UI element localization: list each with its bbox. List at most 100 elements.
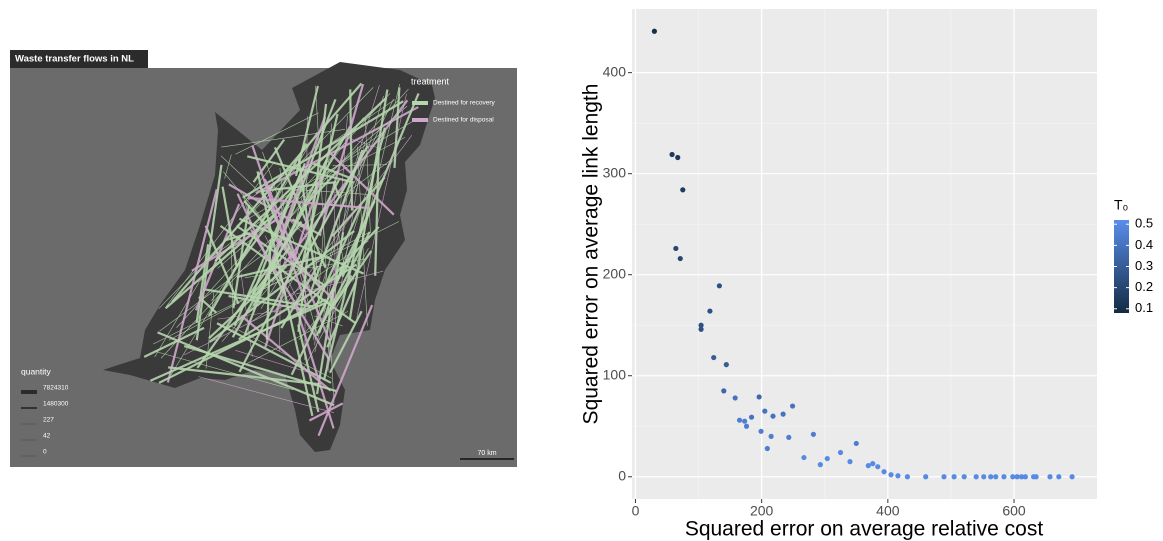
point: [675, 154, 681, 161]
flow-line: [195, 164, 223, 341]
point: [1056, 474, 1062, 480]
legend-label: Destined for recovery: [433, 100, 496, 107]
colorbar-label: 0.1: [1135, 300, 1153, 315]
point: [789, 403, 796, 409]
point: [923, 474, 929, 480]
flow-line: [159, 159, 391, 332]
flow-line: [348, 89, 389, 321]
point: [1019, 474, 1025, 480]
point: [736, 417, 743, 423]
flow-line: [184, 279, 337, 356]
flow-line: [249, 166, 305, 301]
point: [1033, 474, 1039, 480]
flow-line: [273, 146, 327, 269]
point: [680, 187, 686, 193]
colorbar-label: 0.4: [1135, 237, 1153, 252]
plot-panel: [632, 9, 1097, 499]
point: [993, 474, 999, 480]
flow-line: [273, 146, 368, 313]
point: [817, 462, 823, 468]
flow-line: [294, 85, 320, 177]
flow-line: [315, 206, 362, 307]
point: [961, 474, 967, 480]
flow-line: [166, 188, 218, 383]
flow-line: [204, 134, 380, 263]
scale-bar-label: 70 km: [477, 450, 496, 457]
flow-line: [248, 240, 369, 325]
flow-line: [236, 255, 325, 279]
point: [1010, 474, 1016, 480]
flow-line: [207, 142, 308, 317]
point: [742, 418, 748, 424]
flow-line: [221, 129, 346, 148]
x-tick-label: 0: [632, 503, 640, 519]
flow-line: [240, 273, 253, 357]
size-legend-label: 1480300: [43, 401, 69, 408]
flow-line: [224, 154, 232, 179]
flow-line: [306, 186, 323, 305]
y-tick-label: 200: [603, 265, 627, 281]
point: [762, 408, 768, 414]
flow-line: [229, 325, 332, 379]
point: [743, 423, 750, 429]
point: [721, 388, 727, 394]
flow-line: [308, 402, 344, 422]
colorbar: [1114, 220, 1129, 313]
point: [669, 151, 675, 158]
flow-line: [238, 217, 365, 275]
point: [847, 459, 853, 465]
point: [988, 474, 994, 480]
flow-line: [217, 105, 408, 269]
flow-line: [221, 275, 280, 342]
size-legend-title: quantity: [21, 366, 52, 376]
colorbar-title: T₀: [1114, 197, 1129, 213]
colorbar-label: 0.2: [1135, 279, 1153, 294]
flow-line: [195, 244, 210, 324]
point: [1001, 474, 1007, 480]
x-tick-label: 400: [876, 503, 900, 519]
flow-line: [252, 246, 291, 295]
point: [895, 473, 901, 479]
y-tick-label: 400: [603, 63, 627, 79]
point: [698, 326, 704, 332]
point: [951, 474, 957, 480]
flow-line: [154, 283, 199, 358]
flow-line: [332, 182, 341, 198]
flow-line: [198, 376, 334, 413]
flow-line: [298, 113, 339, 274]
flow-line: [393, 87, 401, 169]
flow-line: [251, 145, 308, 308]
point: [786, 434, 792, 440]
flow-line: [315, 232, 345, 395]
map-title: Waste transfer flows in NL: [15, 54, 134, 65]
flow-line: [268, 186, 274, 190]
size-legend-label: 227: [43, 417, 54, 424]
point: [973, 474, 979, 480]
point: [1014, 474, 1020, 480]
flow-line: [309, 149, 364, 294]
flow-line: [356, 93, 407, 319]
point: [758, 428, 764, 434]
point: [748, 414, 755, 420]
size-legend-label: 0: [43, 449, 47, 456]
flow-line: [354, 95, 384, 195]
legend-label: Destined for disposal: [433, 117, 494, 124]
point: [1069, 474, 1075, 480]
y-tick-label: 0: [618, 467, 626, 483]
flow-line: [191, 218, 278, 272]
flow-line: [168, 231, 371, 341]
point: [824, 455, 830, 462]
size-legend-label: 7824310: [43, 385, 69, 392]
point: [865, 463, 871, 469]
flow-line: [319, 137, 406, 182]
flow-line: [216, 322, 332, 384]
point: [875, 464, 881, 470]
x-axis-title: Squared error on average relative cost: [685, 518, 1044, 541]
flow-line: [243, 99, 337, 336]
flow-line: [238, 263, 357, 341]
point: [768, 433, 774, 439]
flow-line: [196, 220, 303, 369]
point: [756, 394, 762, 400]
point: [1022, 474, 1028, 480]
flow-line: [230, 229, 234, 315]
